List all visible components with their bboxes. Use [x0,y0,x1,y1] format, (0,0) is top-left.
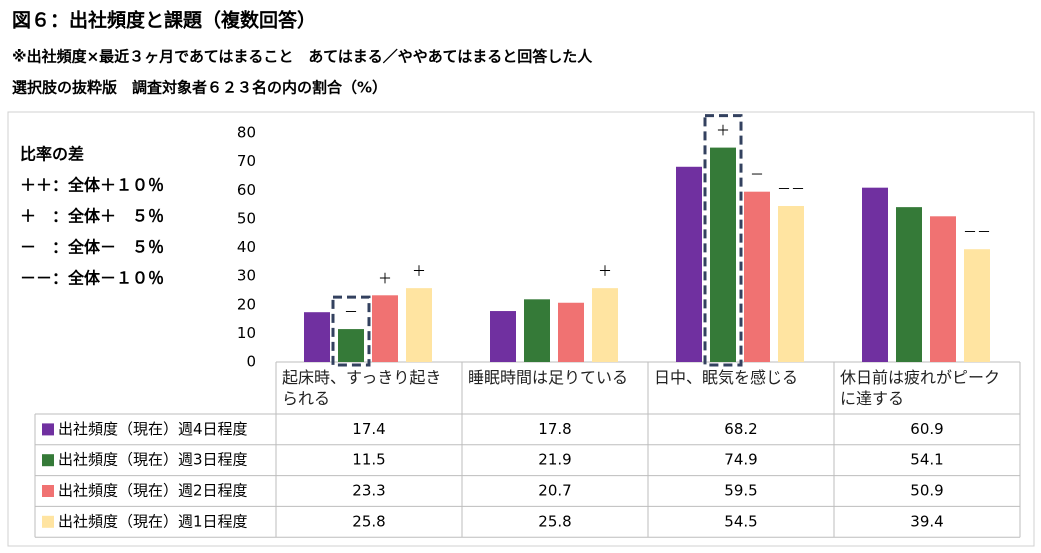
bar [778,205,804,362]
value-label: 17.8 [538,420,571,438]
chart-frame [7,111,1035,547]
bar [896,207,922,362]
y-tick-label: 20 [237,295,256,313]
x-tick-label-box: 休日前は疲れがピークに達する [840,368,1001,408]
bar [964,249,990,362]
bar [710,147,736,362]
value-label: 25.8 [538,512,571,530]
x-tick-label: 起床時、すっきり起きられる [282,368,442,408]
bar [592,288,618,362]
highlight-box [331,295,371,367]
subtitle: 選択肢の抜粋版 調査対象者６２３名の内の割合（%） [12,79,387,97]
value-label: 50.9 [910,482,943,500]
legend-swatch [42,515,54,528]
legend-label: 出社頻度（現在）週2日程度 [58,482,248,500]
bar [304,312,330,362]
value-label: 20.7 [538,482,571,500]
highlight-box [703,114,743,367]
annotation: －－ [963,225,991,241]
value-label: 23.3 [352,482,385,500]
bar [338,329,364,362]
value-label: 39.4 [910,512,943,530]
annotation: －－ [777,182,805,198]
note: － ：全体－ ５％ [20,238,164,257]
x-tick-label: 日中、眠気を感じる [654,368,799,387]
y-tick-label: 60 [237,181,256,199]
annotation: ＋ [598,264,612,280]
x-tick-label-box: 起床時、すっきり起きられる [282,368,442,408]
value-label: 54.5 [724,512,757,530]
value-label: 17.4 [352,420,385,438]
y-tick-label: 40 [237,238,256,256]
x-tick-label-box: 日中、眠気を感じる [654,368,799,387]
value-label: 11.5 [352,451,385,469]
bar [524,299,550,362]
annotation: ＋ [412,264,426,280]
bar [930,216,956,362]
bar [406,288,432,362]
bar [490,311,516,362]
value-label: 74.9 [724,451,757,469]
note: ＋ ：全体＋ ５％ [20,207,164,226]
legend-label: 出社頻度（現在）週4日程度 [58,420,248,438]
bar [372,295,398,362]
legend-label: 出社頻度（現在）週3日程度 [58,451,248,469]
value-label: 54.1 [910,451,943,469]
bar [558,302,584,362]
value-label: 25.8 [352,512,385,530]
annotation: ＋ [716,124,730,140]
annotation: － [344,305,358,321]
bar [676,166,702,362]
y-tick-label: 80 [237,124,256,142]
legend-swatch [42,454,54,467]
y-tick-label: 70 [237,152,256,170]
y-tick-label: 30 [237,267,256,285]
x-tick-label-box: 睡眠時間は足りている [468,368,629,387]
value-label: 59.5 [724,482,757,500]
note: －－：全体－１０％ [20,269,164,288]
chart-title: 図６：出社頻度と課題（複数回答） [12,9,316,32]
y-tick-label: 10 [237,324,256,342]
legend-swatch [42,485,54,497]
value-label: 60.9 [910,420,943,438]
subtitle: ※出社頻度×最近３ヶ月であてはまること あてはまる／ややあてはまると回答した人 [12,48,593,66]
y-tick-label: 50 [237,209,256,227]
value-label: 68.2 [724,420,757,438]
annotation: － [750,168,764,184]
bar [744,191,770,362]
y-tick-label: 0 [246,353,256,371]
x-tick-label: 休日前は疲れがピークに達する [840,368,1001,408]
legend-swatch [42,423,54,436]
bar [862,187,888,362]
annotation: ＋ [378,271,392,287]
value-label: 21.9 [538,451,571,469]
x-tick-label: 睡眠時間は足りている [468,368,629,387]
note: 比率の差 [20,145,84,164]
note: ＋＋：全体＋１０％ [20,176,164,195]
legend-label: 出社頻度（現在）週1日程度 [58,512,248,530]
